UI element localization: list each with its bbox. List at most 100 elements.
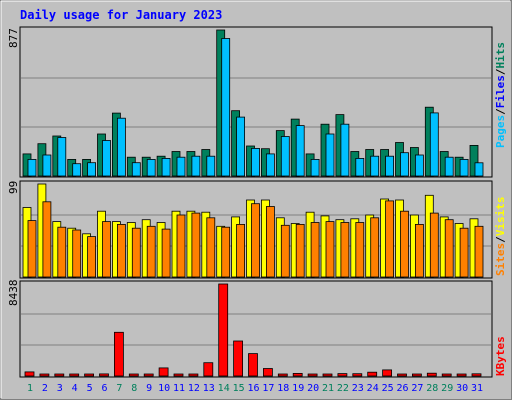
x-tick-label-day-3: 3 (57, 383, 63, 394)
middle-bar-sites-day-30 (459, 227, 469, 278)
top-bar-files-day-17 (265, 153, 275, 177)
middle-bar-sites-day-3 (57, 226, 67, 278)
middle-bar-sites-day-27 (414, 223, 424, 278)
middle-bar-sites-day-6 (102, 221, 111, 278)
bottom-bar-kbytes-day-11 (173, 373, 184, 377)
bottom-bar-kbytes-day-24 (367, 371, 378, 377)
middle-bar-sites-day-23 (355, 222, 365, 278)
middle-bar-sites-day-25 (385, 200, 395, 278)
middle-bar-sites-day-24 (370, 217, 380, 278)
x-tick-label-day-13: 13 (203, 383, 215, 394)
bottom-bar-kbytes-day-3 (54, 373, 65, 377)
bottom-bar-kbytes-day-13 (203, 362, 214, 377)
bottom-bar-kbytes-day-5 (84, 373, 94, 377)
middle-bar-sites-day-5 (87, 236, 96, 278)
x-tick-label-day-15: 15 (233, 383, 245, 394)
legend-kbytes: KBytes (494, 336, 507, 376)
bottom-bar-kbytes-day-14 (218, 283, 229, 377)
bottom-bar-kbytes-day-15 (233, 340, 244, 377)
x-tick-label-day-20: 20 (307, 383, 319, 394)
middle-bar-sites-day-11 (176, 214, 186, 278)
top-bar-files-day-5 (87, 162, 96, 177)
x-tick-label-day-26: 26 (396, 383, 408, 394)
bottom-bar-kbytes-day-21 (322, 373, 333, 377)
top-bar-files-day-1 (27, 158, 37, 177)
top-bar-files-day-25 (385, 155, 395, 177)
x-tick-label-day-23: 23 (352, 383, 364, 394)
middle-bar-sites-day-4 (72, 229, 82, 278)
top-bar-files-day-8 (131, 162, 141, 177)
top-bar-files-day-13 (206, 155, 216, 177)
top-bar-files-day-9 (146, 158, 156, 177)
x-tick-label-day-17: 17 (262, 383, 274, 394)
top-bar-files-day-14 (221, 38, 231, 177)
middle-bar-sites-day-7 (117, 223, 126, 278)
middle-bar-sites-day-8 (131, 227, 141, 278)
x-tick-label-day-22: 22 (337, 383, 349, 394)
middle-bar-sites-day-20 (310, 222, 320, 278)
x-tick-label-day-30: 30 (456, 383, 468, 394)
x-tick-label-day-10: 10 (158, 383, 170, 394)
x-tick-label-day-1: 1 (27, 383, 33, 394)
x-tick-label-day-6: 6 (101, 383, 107, 394)
top-max-label: 877 (7, 28, 20, 48)
bottom-bar-kbytes-day-17 (262, 368, 273, 377)
top-bar-files-day-22 (340, 123, 350, 177)
legend-sep-3: / (494, 236, 507, 243)
top-bar-files-day-6 (102, 140, 111, 177)
top-bar-files-day-26 (400, 152, 409, 177)
bottom-bar-kbytes-day-18 (277, 373, 288, 377)
legend-visits: Visits (494, 197, 507, 237)
bottom-bar-kbytes-day-22 (337, 373, 348, 377)
middle-bar-sites-day-26 (400, 210, 409, 278)
bars-layer (22, 29, 484, 377)
middle-bar-sites-day-21 (325, 221, 335, 278)
middle-bar-sites-day-29 (444, 219, 454, 278)
x-tick-label-day-24: 24 (367, 383, 379, 394)
top-bar-files-day-4 (72, 163, 82, 177)
x-tick-label-day-27: 27 (411, 383, 423, 394)
middle-bar-sites-day-31 (474, 225, 484, 278)
bottom-bar-kbytes-day-28 (426, 372, 437, 377)
chart-title: Daily usage for January 2023 (20, 8, 222, 22)
bottom-bar-kbytes-day-4 (69, 373, 80, 377)
bottom-legend: KBytes (494, 336, 507, 376)
legend-files: Files (494, 75, 507, 108)
middle-bar-sites-day-10 (161, 228, 171, 278)
top-bar-files-day-21 (325, 133, 335, 177)
legend-sep-1: / (494, 108, 507, 115)
top-bar-files-day-28 (429, 112, 439, 177)
bottom-bar-kbytes-day-25 (382, 369, 393, 377)
legend-sep-2: / (494, 68, 507, 75)
bottom-bar-kbytes-day-9 (143, 373, 154, 377)
top-bar-files-day-18 (280, 136, 290, 177)
x-tick-label-day-18: 18 (277, 383, 289, 394)
bottom-bar-kbytes-day-30 (456, 373, 467, 377)
legend-sites: Sites (494, 243, 507, 276)
bottom-bar-kbytes-day-7 (114, 331, 124, 377)
top-legend: Pages/Files/Hits (494, 42, 507, 148)
top-bar-files-day-10 (161, 157, 171, 177)
top-bar-files-day-15 (236, 116, 246, 177)
middle-bar-sites-day-19 (295, 223, 305, 278)
bottom-bar-kbytes-day-29 (441, 373, 452, 377)
x-tick-label-day-28: 28 (426, 383, 438, 394)
bottom-bar-kbytes-day-26 (397, 373, 407, 377)
bottom-bar-kbytes-day-19 (292, 372, 303, 377)
x-tick-label-day-2: 2 (42, 383, 48, 394)
middle-bar-sites-day-12 (191, 212, 201, 278)
middle-max-label: 99 (7, 181, 20, 194)
top-bar-hits-day-31 (469, 144, 479, 177)
x-tick-label-day-12: 12 (188, 383, 200, 394)
bottom-bar-kbytes-day-27 (411, 373, 422, 377)
top-bar-files-day-23 (355, 157, 365, 177)
x-tick-label-day-7: 7 (116, 383, 122, 394)
top-bar-files-day-11 (176, 156, 186, 177)
x-tick-label-day-14: 14 (218, 383, 230, 394)
x-tick-label-day-31: 31 (471, 383, 483, 394)
top-bar-files-day-16 (251, 147, 260, 177)
legend-hits: Hits (494, 42, 507, 69)
top-bar-files-day-3 (57, 137, 67, 177)
top-bar-files-day-12 (191, 155, 201, 177)
